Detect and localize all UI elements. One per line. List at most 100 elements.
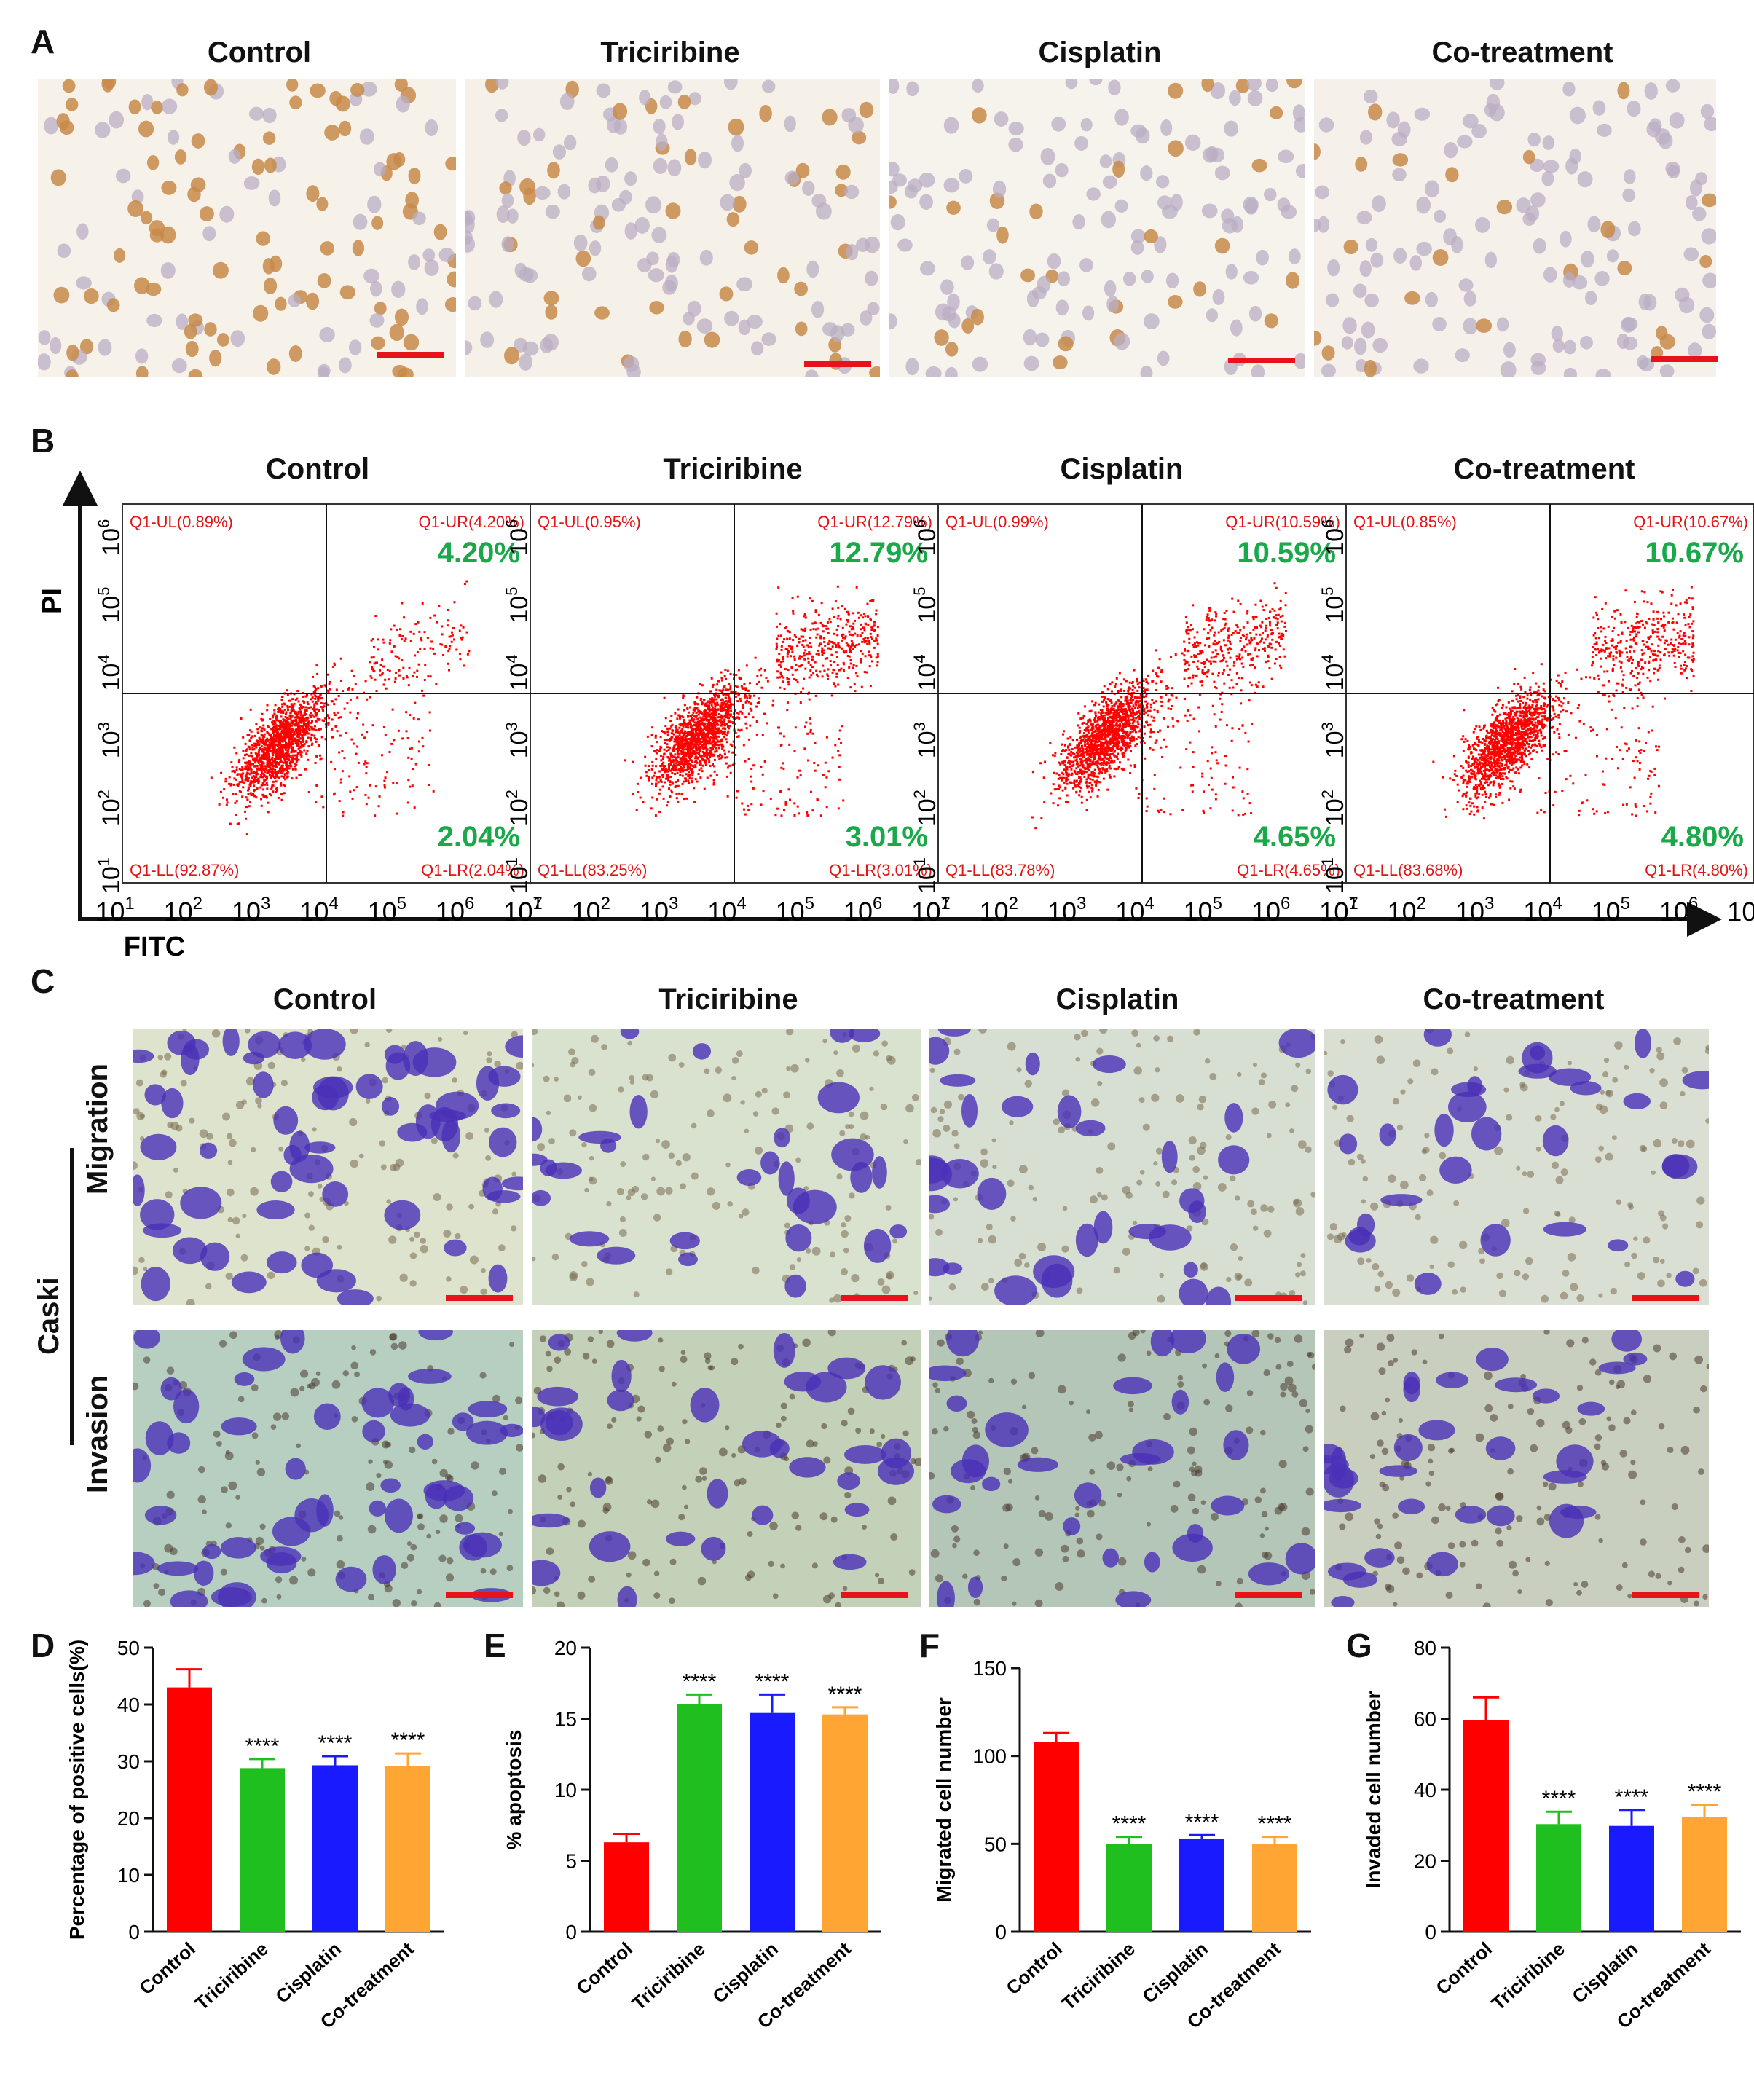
event-dot (273, 743, 276, 746)
event-dot (237, 773, 240, 776)
event-dot (275, 772, 278, 775)
event-dot (1054, 752, 1057, 755)
event-dot (724, 696, 727, 699)
event-dot (312, 708, 315, 711)
event-dot (280, 760, 283, 763)
event-dot (1113, 760, 1116, 763)
event-dot (304, 713, 307, 716)
event-dot (728, 764, 731, 767)
event-dot (276, 744, 279, 747)
y-tick-label: 101 (95, 857, 125, 894)
cell-nucleus (1114, 332, 1130, 350)
event-dot (263, 795, 266, 798)
cell-nucleus (374, 162, 386, 177)
event-dot (660, 759, 663, 762)
cell-nucleus (945, 366, 958, 377)
cell-nucleus (726, 212, 740, 227)
event-dot (299, 710, 302, 713)
event-dot (275, 775, 278, 778)
cell-nucleus (495, 109, 508, 122)
event-dot (835, 628, 838, 631)
event-dot (726, 795, 729, 798)
event-dot (351, 797, 354, 800)
event-dot (403, 616, 406, 619)
event-dot (684, 736, 687, 739)
event-dot (796, 668, 799, 671)
event-dot (716, 739, 719, 742)
event-dot (661, 730, 664, 733)
event-dot (317, 687, 320, 690)
cell-nucleus (1600, 221, 1616, 239)
event-dot (723, 724, 726, 727)
event-dot (384, 776, 387, 779)
event-dot (250, 730, 253, 733)
event-dot (390, 650, 393, 653)
event-dot (709, 739, 712, 742)
event-dot (294, 741, 297, 744)
event-dot (1124, 733, 1127, 736)
event-dot (286, 760, 288, 763)
event-dot (346, 702, 349, 705)
event-dot (245, 833, 248, 836)
event-dot (838, 645, 841, 648)
quadrant-ur-label: Q1-UR(12.79%) (817, 513, 932, 531)
event-dot (720, 689, 723, 692)
cell-nucleus (216, 333, 229, 347)
event-dot (700, 719, 703, 722)
event-dot (815, 653, 818, 656)
event-dot (835, 651, 838, 654)
event-dot (795, 679, 798, 682)
event-dot (268, 733, 271, 736)
event-dot (341, 750, 344, 752)
event-dot (739, 697, 742, 700)
event-dot (349, 790, 352, 793)
event-dot (272, 729, 275, 732)
event-dot (725, 709, 728, 712)
event-dot (398, 634, 401, 637)
event-dot (805, 721, 808, 724)
event-dot (275, 740, 278, 743)
event-dot (308, 714, 311, 717)
event-dot (637, 791, 640, 794)
event-dot (1066, 782, 1069, 785)
event-dot (413, 671, 416, 674)
event-dot (711, 725, 714, 728)
event-dot (727, 693, 730, 696)
event-dot (264, 783, 267, 786)
event-dot (760, 686, 763, 689)
event-dot (736, 735, 739, 738)
event-dot (717, 723, 720, 726)
event-dot (750, 702, 753, 705)
event-dot (711, 706, 714, 709)
event-dot (723, 701, 726, 704)
event-dot (669, 781, 672, 784)
event-dot (290, 746, 293, 749)
cell-nucleus (361, 81, 377, 97)
event-dot (304, 719, 307, 722)
event-dot (253, 759, 256, 762)
event-dot (737, 694, 740, 697)
cell-nucleus (1627, 101, 1641, 117)
event-dot (307, 703, 310, 706)
event-dot (1135, 725, 1138, 728)
event-dot (370, 656, 373, 659)
event-dot (698, 725, 701, 728)
event-dot (312, 685, 315, 688)
event-dot (313, 734, 316, 737)
cell-nucleus (1343, 239, 1358, 255)
event-dot (1144, 695, 1147, 698)
cell-nucleus (1314, 143, 1321, 160)
cell-nucleus (396, 95, 410, 113)
event-dot (663, 739, 666, 742)
event-dot (828, 618, 831, 621)
event-dot (708, 709, 711, 712)
event-dot (295, 720, 298, 723)
event-dot (694, 778, 697, 781)
event-dot (1061, 743, 1063, 746)
cell-nucleus (1020, 268, 1035, 283)
x-tick-label: 103 (640, 894, 678, 927)
event-dot (401, 659, 404, 662)
event-dot (291, 705, 294, 708)
event-dot (771, 704, 774, 707)
event-dot (298, 739, 301, 742)
